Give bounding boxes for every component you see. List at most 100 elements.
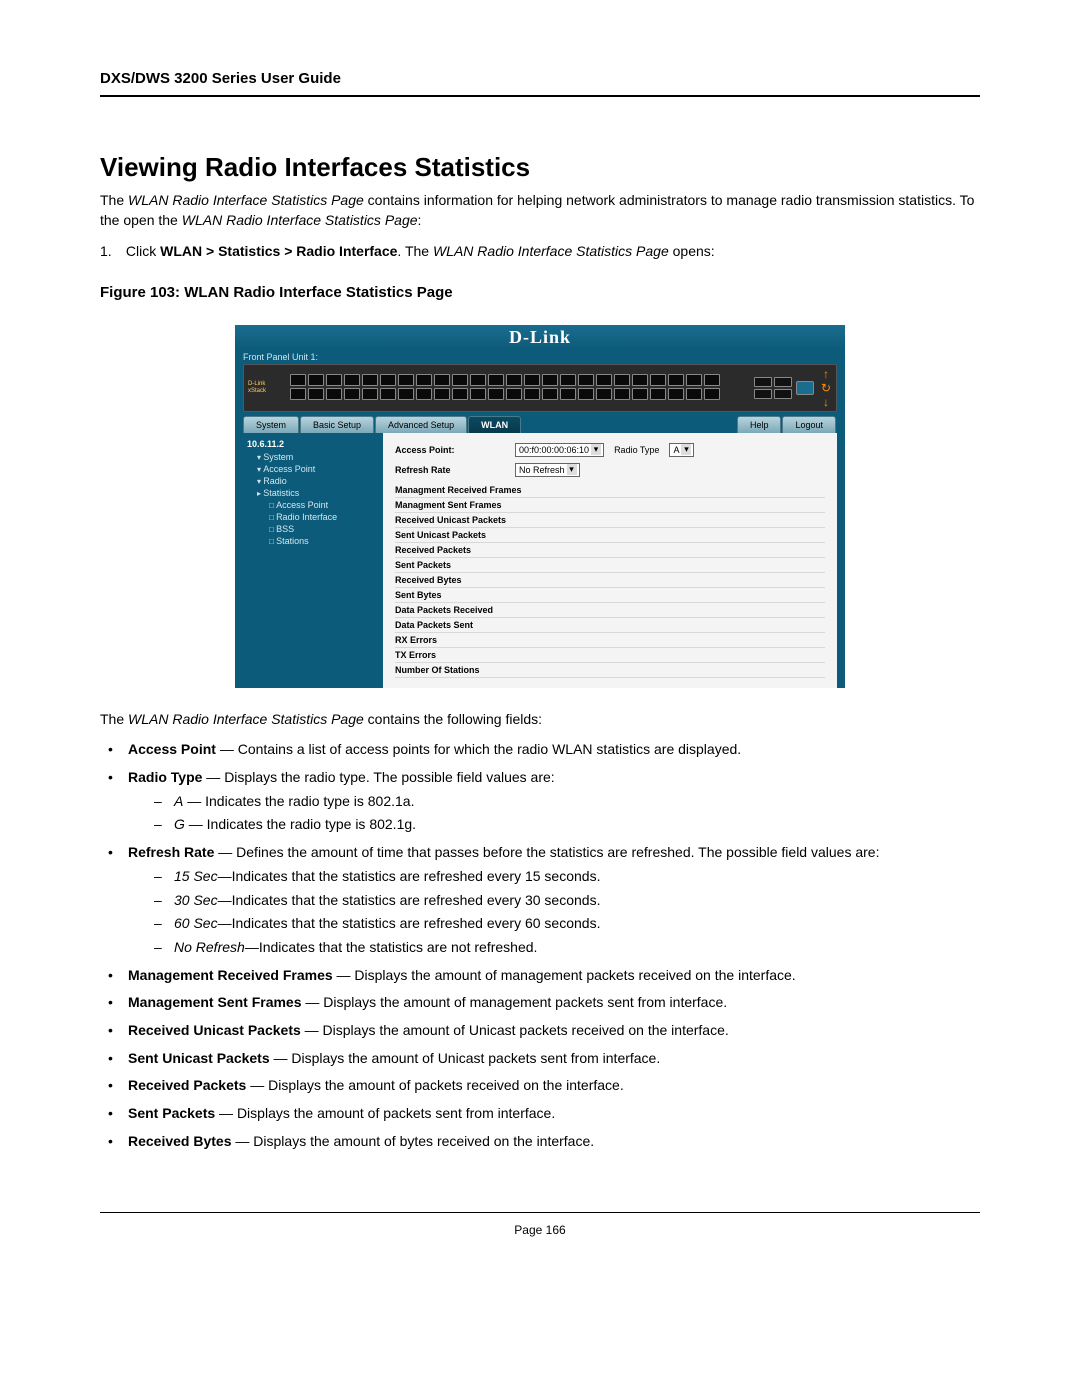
refresh-rate-select[interactable]: No Refresh	[515, 463, 580, 477]
front-panel-label: Front Panel Unit 1:	[235, 349, 845, 364]
sp-desc: — Displays the amount of packets sent fr…	[215, 1105, 555, 1121]
screenshot: D-Link Front Panel Unit 1: D-Link xStack…	[235, 325, 845, 688]
rup-name: Received Unicast Packets	[128, 1022, 301, 1038]
sidebar-item-access-point[interactable]: Access Point	[247, 463, 379, 475]
field-rb: Received Bytes — Displays the amount of …	[100, 1131, 980, 1153]
rt-a-name: A	[174, 793, 183, 809]
stat-row: RX Errors	[395, 633, 825, 648]
stat-row: Sent Packets	[395, 558, 825, 573]
doc-header: DXS/DWS 3200 Series User Guide	[100, 70, 980, 97]
mrf-name: Management Received Frames	[128, 967, 333, 983]
serial-port-icon	[796, 381, 814, 395]
rp-desc: — Displays the amount of packets receive…	[246, 1077, 623, 1093]
rr-no-name: No Refresh	[174, 939, 245, 955]
tab-help[interactable]: Help	[737, 416, 782, 433]
stat-row: Received Bytes	[395, 573, 825, 588]
access-point-label: Access Point:	[395, 445, 505, 455]
rr-30-desc: —Indicates that the statistics are refre…	[218, 892, 601, 908]
field-rr-60: 60 Sec—Indicates that the statistics are…	[154, 913, 980, 935]
field-access-point: Access Point — Contains a list of access…	[100, 739, 980, 761]
step-post: opens:	[669, 243, 715, 259]
sidebar-sub-access-point[interactable]: Access Point	[247, 499, 379, 511]
intro-paragraph: The WLAN Radio Interface Statistics Page…	[100, 191, 980, 230]
sidebar-item-system[interactable]: System	[247, 451, 379, 463]
intro-page-name: WLAN Radio Interface Statistics Page	[128, 192, 364, 208]
step-page-name: WLAN Radio Interface Statistics Page	[433, 243, 669, 259]
field-ap-desc: — Contains a list of access points for w…	[216, 741, 741, 757]
switch-right-ports	[754, 377, 814, 399]
step-1: 1. Click WLAN > Statistics > Radio Inter…	[100, 242, 980, 262]
rr-no-desc: —Indicates that the statistics are not r…	[245, 939, 538, 955]
mrf-desc: — Displays the amount of management pack…	[333, 967, 796, 983]
page-title: Viewing Radio Interfaces Statistics	[100, 152, 980, 183]
tab-basic-setup[interactable]: Basic Setup	[300, 416, 374, 433]
intro-page-name-2: WLAN Radio Interface Statistics Page	[182, 212, 418, 228]
tab-system[interactable]: System	[243, 416, 299, 433]
rr-15-desc: —Indicates that the statistics are refre…	[218, 868, 601, 884]
stat-row: Managment Received Frames	[395, 483, 825, 498]
arrow-down-icon[interactable]: ↓	[823, 396, 829, 408]
stat-row: Received Packets	[395, 543, 825, 558]
rp-name: Received Packets	[128, 1077, 246, 1093]
sup-desc: — Displays the amount of Unicast packets…	[270, 1050, 661, 1066]
radio-type-label: Radio Type	[614, 445, 659, 455]
switch-graphic: D-Link xStack ↑ ↻ ↓	[243, 364, 837, 412]
tab-logout[interactable]: Logout	[782, 416, 836, 433]
msf-name: Management Sent Frames	[128, 994, 302, 1010]
sidebar-item-statistics[interactable]: Statistics	[247, 487, 379, 499]
stat-row: Number Of Stations	[395, 663, 825, 678]
menu-bar: System Basic Setup Advanced Setup WLAN H…	[243, 416, 837, 433]
main-pane: Access Point: 00:f0:00:00:06:10 Radio Ty…	[383, 433, 837, 688]
stat-row: TX Errors	[395, 648, 825, 663]
field-rt-g: G — Indicates the radio type is 802.1g.	[154, 814, 980, 836]
field-ap-name: Access Point	[128, 741, 216, 757]
sidebar-sub-stations[interactable]: Stations	[247, 535, 379, 547]
field-mrf: Management Received Frames — Displays th…	[100, 965, 980, 987]
rt-g-name: G	[174, 816, 185, 832]
field-rr-name: Refresh Rate	[128, 844, 214, 860]
intro-post2: :	[418, 212, 422, 228]
stat-row: Data Packets Sent	[395, 618, 825, 633]
msf-desc: — Displays the amount of management pack…	[302, 994, 728, 1010]
rr-15-name: 15 Sec	[174, 868, 218, 884]
rb-name: Received Bytes	[128, 1133, 232, 1149]
sidebar-item-radio[interactable]: Radio	[247, 475, 379, 487]
statistics-list: Managment Received FramesManagment Sent …	[395, 483, 825, 678]
brand-bar: D-Link	[235, 325, 845, 349]
figure-caption: Figure 103: WLAN Radio Interface Statist…	[100, 284, 980, 301]
field-rt-name: Radio Type	[128, 769, 202, 785]
field-rr-desc: — Defines the amount of time that passes…	[214, 844, 879, 860]
switch-model-labels: D-Link xStack	[248, 381, 284, 394]
field-refresh-rate: Refresh Rate — Defines the amount of tim…	[100, 842, 980, 958]
post-screenshot-text: The WLAN Radio Interface Statistics Page…	[100, 710, 980, 730]
sidebar-sub-bss[interactable]: BSS	[247, 523, 379, 535]
refresh-rate-label: Refresh Rate	[395, 465, 505, 475]
scroll-arrows[interactable]: ↑ ↻ ↓	[820, 368, 832, 408]
stat-row: Received Unicast Packets	[395, 513, 825, 528]
step-path: WLAN > Statistics > Radio Interface	[160, 243, 397, 259]
stat-row: Data Packets Received	[395, 603, 825, 618]
rup-desc: — Displays the amount of Unicast packets…	[301, 1022, 729, 1038]
field-rr-no: No Refresh—Indicates that the statistics…	[154, 937, 980, 959]
rt-a-desc: — Indicates the radio type is 802.1a.	[183, 793, 414, 809]
tab-wlan[interactable]: WLAN	[468, 416, 521, 433]
sidebar-sub-radio-interface[interactable]: Radio Interface	[247, 511, 379, 523]
arrow-up-icon[interactable]: ↑	[823, 368, 829, 380]
rr-60-name: 60 Sec	[174, 915, 218, 931]
rr-60-desc: —Indicates that the statistics are refre…	[218, 915, 601, 931]
field-radio-type: Radio Type — Displays the radio type. Th…	[100, 767, 980, 836]
post-pre: The	[100, 711, 128, 727]
field-rt-a: A — Indicates the radio type is 802.1a.	[154, 791, 980, 813]
stat-row: Sent Unicast Packets	[395, 528, 825, 543]
sup-name: Sent Unicast Packets	[128, 1050, 270, 1066]
sp-name: Sent Packets	[128, 1105, 215, 1121]
page-footer: Page 166	[100, 1212, 980, 1237]
step-pre: Click	[126, 243, 160, 259]
field-rr-30: 30 Sec—Indicates that the statistics are…	[154, 890, 980, 912]
access-point-select[interactable]: 00:f0:00:00:06:10	[515, 443, 604, 457]
arrow-reload-icon[interactable]: ↻	[821, 382, 831, 394]
radio-type-select[interactable]: A	[669, 443, 694, 457]
tab-advanced-setup[interactable]: Advanced Setup	[375, 416, 467, 433]
field-definitions: Access Point — Contains a list of access…	[100, 739, 980, 1152]
field-sp: Sent Packets — Displays the amount of pa…	[100, 1103, 980, 1125]
